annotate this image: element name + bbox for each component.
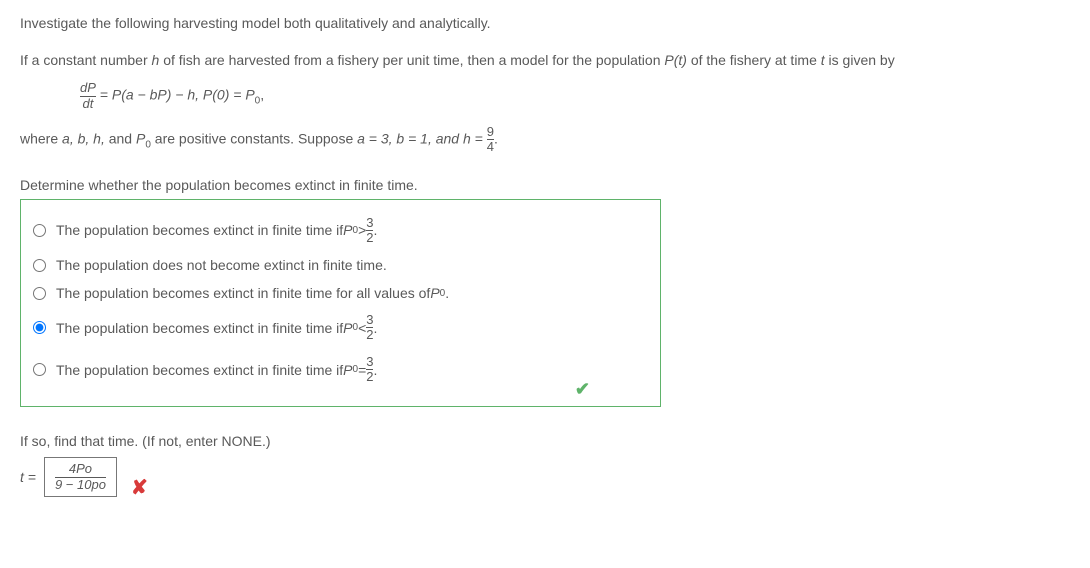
where-line: where a, b, h, and P0 are positive const… [20,125,1070,155]
option-radio[interactable] [33,321,46,334]
text-seg: . [494,130,498,146]
fraction-h: 94 [487,125,494,155]
intro-text: Investigate the following harvesting mod… [20,15,1070,31]
option-radio[interactable] [33,259,46,272]
answer-fraction: 4Po 9 − 10po [55,462,106,492]
option-row[interactable]: The population becomes extinct in finite… [33,355,648,385]
text-seg: and [105,130,136,146]
eqn-rhs: = P(a − bP) − h, P(0) = P [100,87,255,103]
frac-num: 4Po [55,462,106,476]
question-text: Determine whether the population becomes… [20,177,1070,193]
option-row[interactable]: The population becomes extinct in finite… [33,216,648,246]
text-seg: If a constant number [20,52,152,68]
text-seg: a, b, h, [62,130,105,146]
text-seg: is given by [825,52,895,68]
x-mark-icon: ✘ [131,475,148,500]
option-row[interactable]: The population becomes extinct in finite… [33,313,648,343]
frac-num: 9 [487,125,494,139]
fraction: 32 [366,355,373,385]
problem-statement: If a constant number h of fish are harve… [20,49,1070,71]
option-text: The population becomes extinct in finite… [56,313,377,343]
checkmark-icon: ✔ [575,379,590,400]
followup-text: If so, find that time. (If not, enter NO… [20,433,1070,449]
text-seg: a = 3, b = 1, and h = [357,130,487,146]
frac-num: dP [80,81,96,95]
option-text: The population becomes extinct in finite… [56,355,377,385]
text-seg: of fish are harvested from a fishery per… [159,52,664,68]
option-radio[interactable] [33,363,46,376]
option-text: The population becomes extinct in finite… [56,285,449,301]
option-text: The population does not become extinct i… [56,257,387,273]
option-row[interactable]: The population becomes extinct in finite… [33,285,648,301]
var-pt: P(t) [664,52,687,68]
frac-den: dt [80,96,96,111]
answer-label: t = [20,469,36,485]
text-seg: where [20,130,62,146]
equation: dP dt = P(a − bP) − h, P(0) = P0, [80,81,1070,111]
text-seg: are positive constants. Suppose [151,130,357,146]
fraction: 32 [366,216,373,246]
answer-row: t = 4Po 9 − 10po ✘ [20,457,1070,497]
option-radio[interactable] [33,287,46,300]
option-text: The population becomes extinct in finite… [56,216,377,246]
fraction-dpdt: dP dt [80,81,96,111]
frac-den: 9 − 10po [55,477,106,492]
option-radio[interactable] [33,224,46,237]
answer-input[interactable]: 4Po 9 − 10po [44,457,117,497]
option-row[interactable]: The population does not become extinct i… [33,257,648,273]
eqn-tail: , [260,87,264,103]
options-box: The population becomes extinct in finite… [20,199,661,408]
var-p0: P [136,130,145,146]
fraction: 32 [366,313,373,343]
frac-den: 4 [487,139,494,154]
text-seg: of the fishery at time [687,52,821,68]
